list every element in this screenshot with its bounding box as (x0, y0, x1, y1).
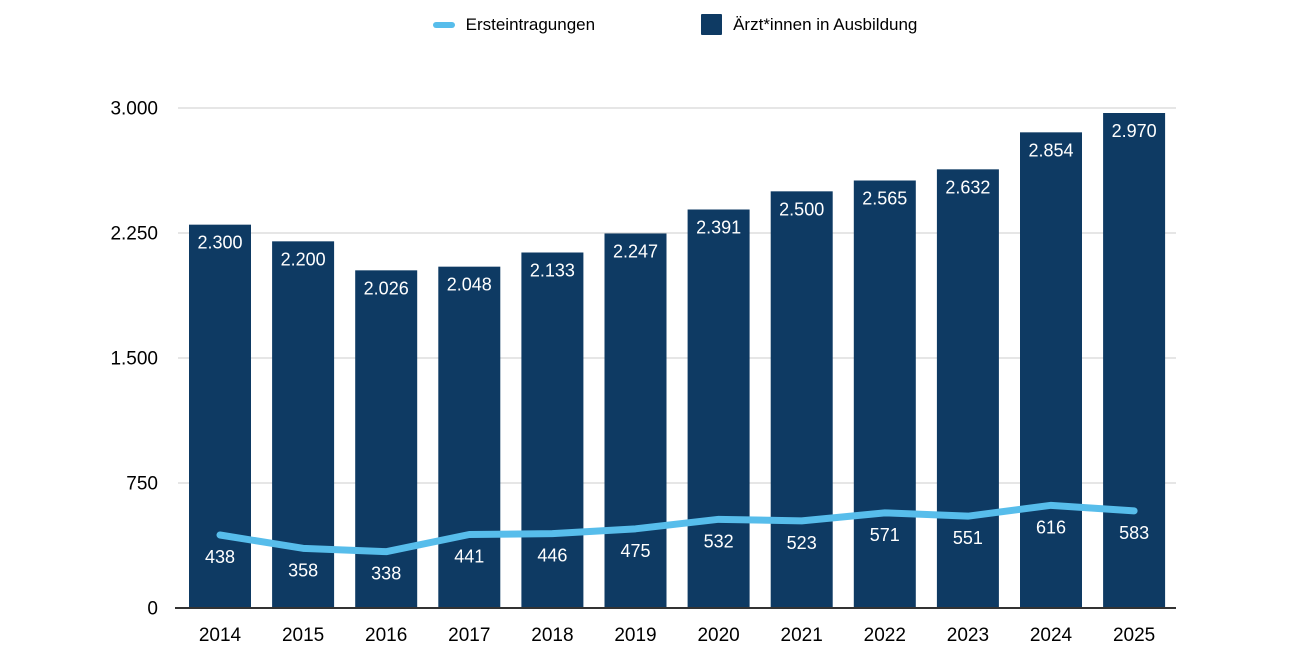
line-value-label: 571 (870, 525, 900, 545)
bar-value-label: 2.854 (1028, 140, 1073, 160)
x-axis-tick-label: 2018 (531, 625, 573, 646)
bar-value-label: 2.632 (945, 177, 990, 197)
bar-2014 (189, 224, 251, 608)
x-axis-tick-label: 2020 (697, 625, 739, 646)
line-value-label: 438 (205, 547, 235, 567)
line-value-label: 358 (288, 560, 318, 580)
bar-2016 (355, 270, 418, 608)
bar-value-label: 2.048 (447, 275, 492, 295)
line-value-label: 616 (1036, 517, 1066, 537)
bar-2024 (1020, 132, 1082, 609)
bar-value-label: 2.500 (779, 199, 824, 219)
bar-2015 (272, 241, 335, 609)
bar-value-label: 2.133 (530, 261, 575, 281)
x-axis-tick-label: 2019 (614, 625, 656, 646)
line-value-label: 532 (704, 531, 734, 551)
x-axis-tick-label: 2014 (199, 625, 242, 646)
bar-value-label: 2.247 (613, 242, 658, 262)
y-axis-tick-label: 3.000 (110, 99, 158, 120)
bar-2018 (521, 252, 584, 608)
line-value-label: 446 (537, 546, 567, 566)
bar-2023 (936, 169, 999, 609)
x-axis-tick-label: 2022 (864, 625, 906, 646)
legend-label-aerztinnen-in-ausbildung: Ärzt*innen in Ausbildung (733, 15, 918, 34)
bar-value-label: 2.200 (281, 249, 326, 269)
x-axis-tick-label: 2021 (781, 625, 823, 646)
x-axis-tick-label: 2016 (365, 625, 407, 646)
line-value-label: 338 (371, 564, 401, 584)
legend-item-ersteintragungen: Ersteintragungen (432, 15, 596, 34)
bar-2025 (1103, 113, 1166, 608)
bar-value-label: 2.026 (364, 278, 409, 298)
bar-2017 (438, 266, 501, 608)
x-axis-tick-label: 2015 (282, 625, 324, 646)
bar-2022 (853, 180, 916, 608)
line-value-label: 583 (1119, 523, 1149, 543)
bar-series-marker-icon (701, 14, 723, 35)
y-axis-tick-label: 2.250 (110, 224, 158, 245)
line-value-label: 475 (620, 541, 650, 561)
x-axis-tick-label: 2024 (1030, 625, 1073, 646)
chart-legend: Ersteintragungen Ärzt*innen in Ausbildun… (25, 14, 1300, 35)
legend-label-ersteintragungen: Ersteintragungen (465, 15, 596, 34)
x-axis-tick-label: 2017 (448, 625, 490, 646)
legend-item-aerztinnen-in-ausbildung: Ärzt*innen in Ausbildung (701, 14, 917, 35)
line-value-label: 523 (787, 533, 817, 553)
bar-2020 (687, 209, 750, 608)
bar-value-label: 2.300 (197, 233, 242, 253)
line-series-marker-icon (432, 21, 455, 28)
bar-value-label: 2.565 (862, 189, 907, 209)
ersteintragungen-line (216, 501, 1138, 556)
line-value-label: 551 (953, 528, 983, 548)
y-axis-tick-label: 0 (147, 599, 158, 620)
y-axis-tick-label: 1.500 (110, 349, 158, 370)
line-value-label: 441 (454, 547, 484, 567)
bar-value-label: 2.391 (696, 218, 741, 238)
bar-2019 (604, 233, 667, 608)
y-axis-tick-label: 750 (126, 474, 158, 495)
x-axis-tick-label: 2023 (947, 625, 989, 646)
bar-2021 (770, 191, 833, 609)
bar-value-label: 2.970 (1112, 121, 1157, 141)
x-axis-tick-label: 2025 (1113, 625, 1155, 646)
